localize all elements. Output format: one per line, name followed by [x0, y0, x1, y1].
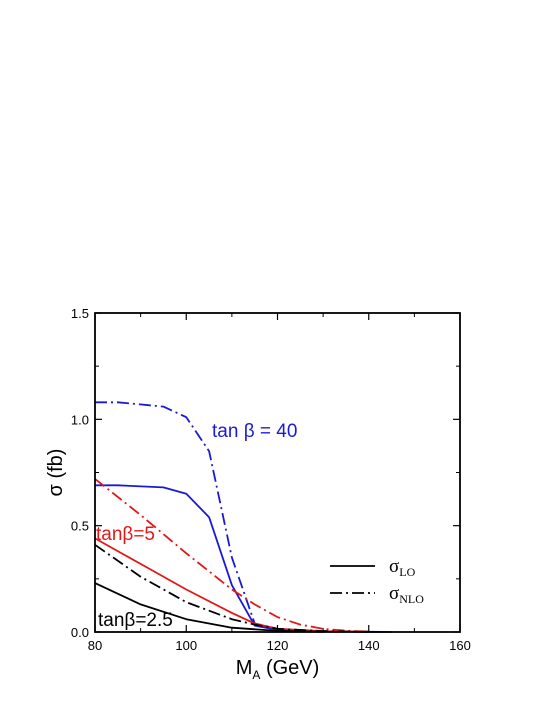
- x-axis-title: MA (GeV): [236, 657, 320, 682]
- y-tick-label: 1.0: [71, 412, 89, 427]
- series-line-tan-2-5-lo: [94, 582, 324, 633]
- legend-label-lo-sub: LO: [399, 565, 415, 579]
- plot-frame: [94, 312, 461, 633]
- series-line-tan-5-nlo: [94, 478, 369, 633]
- x-tick-label: 80: [88, 638, 102, 653]
- y-tick-label: 1.5: [71, 306, 89, 321]
- series-line-tan-5-lo: [94, 537, 369, 633]
- y-tick-label: 0.0: [71, 625, 89, 640]
- x-axis-title-main: M: [236, 657, 253, 679]
- x-tick-label: 140: [358, 638, 380, 653]
- legend-label-nlo-symbol: σ: [389, 583, 399, 604]
- annotation-tanbeta-2-5: tanβ=2.5: [98, 610, 173, 631]
- legend: σLO σNLO: [330, 556, 424, 606]
- x-axis-title-sub: A: [252, 668, 260, 682]
- x-axis-title-unit: (GeV): [260, 657, 319, 679]
- x-tick-label: 160: [449, 638, 471, 653]
- annotation-tanbeta-5: tanβ=5: [96, 524, 155, 545]
- y-axis-title: σ (fb): [45, 449, 67, 497]
- legend-label-lo-symbol: σ: [389, 556, 399, 577]
- x-tick-label: 120: [267, 638, 289, 653]
- legend-label-nlo-sub: NLO: [399, 592, 424, 606]
- legend-label-lo: σLO: [389, 556, 416, 579]
- legend-label-nlo: σNLO: [389, 583, 424, 606]
- y-tick-label: 0.5: [71, 519, 89, 534]
- ticks-layer: 80 100 120 140 160 0.0 0.5 1.0 1.5: [71, 306, 471, 653]
- annotation-tanbeta-40: tan β = 40: [212, 421, 297, 442]
- x-tick-label: 100: [175, 638, 197, 653]
